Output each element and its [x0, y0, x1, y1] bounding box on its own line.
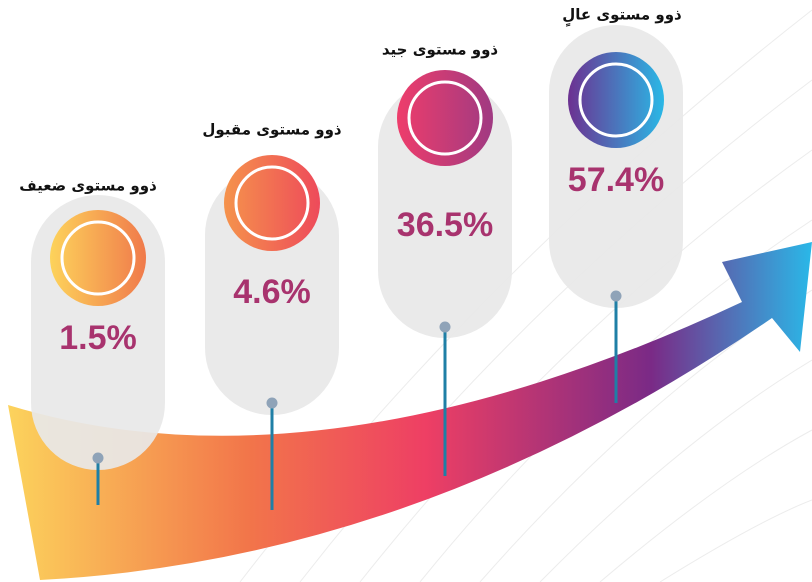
- stem-dot: [266, 397, 278, 409]
- category-label: ذوو مستوى عالٍ: [562, 6, 682, 27]
- value-label: 57.4%: [568, 161, 664, 199]
- ring: [50, 210, 146, 306]
- ring: [568, 52, 664, 148]
- ring-inner: [578, 62, 654, 138]
- ring: [397, 70, 493, 166]
- stem-dot: [439, 321, 451, 333]
- category-label: ذوو مستوى ضعيف: [19, 177, 157, 195]
- category-label: ذوو مستوى مقبول: [202, 121, 342, 139]
- value-label: 4.6%: [233, 273, 311, 311]
- stem-dot: [610, 290, 622, 302]
- category-label: ذوو مستوى جيد: [382, 41, 499, 59]
- ring: [224, 155, 320, 251]
- stem-dot: [92, 452, 104, 464]
- value-label: 1.5%: [59, 319, 137, 357]
- ring-inner: [60, 220, 136, 296]
- ring-inner: [407, 80, 483, 156]
- ring-inner: [234, 165, 310, 241]
- value-label: 36.5%: [397, 206, 493, 244]
- arrow: [8, 242, 812, 580]
